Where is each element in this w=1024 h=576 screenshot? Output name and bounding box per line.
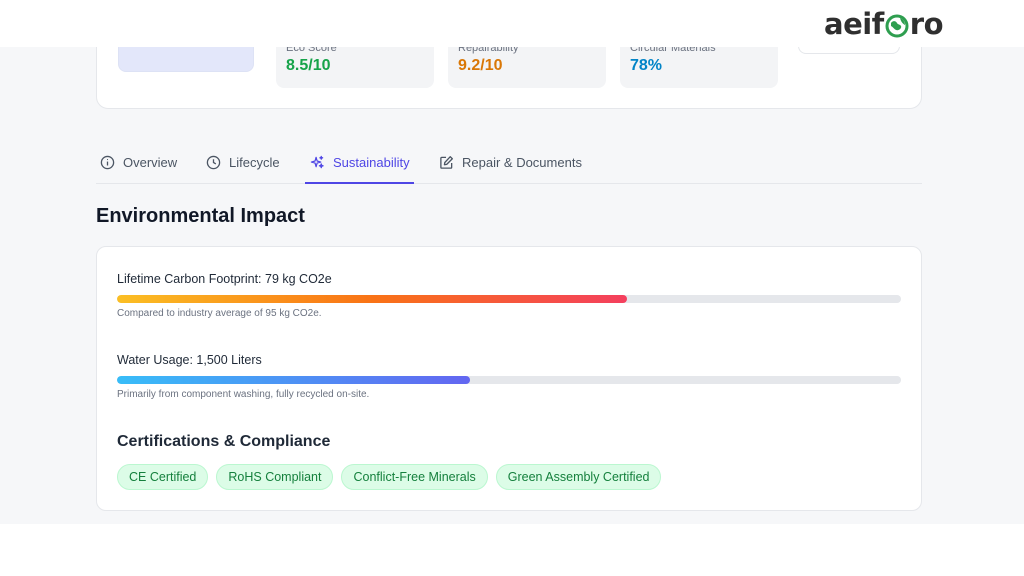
stat-value: 8.5/10 bbox=[286, 57, 331, 74]
tab-label: Sustainability bbox=[333, 154, 410, 170]
certifications-title: Certifications & Compliance bbox=[117, 433, 331, 450]
water-usage-label: Water Usage: 1,500 Liters bbox=[117, 353, 262, 367]
water-progress-track bbox=[117, 376, 901, 384]
tab-overview[interactable]: Overview bbox=[100, 140, 177, 184]
brand-logo[interactable]: aeif ro bbox=[824, 5, 944, 43]
certification-badges: CE Certified RoHS Compliant Conflict-Fre… bbox=[117, 464, 662, 490]
stat-value: 9.2/10 bbox=[458, 57, 503, 74]
environmental-impact-card: Lifetime Carbon Footprint: 79 kg CO2e Co… bbox=[96, 246, 922, 511]
badge-ce-certified: CE Certified bbox=[117, 464, 209, 490]
tab-repair-documents[interactable]: Repair & Documents bbox=[439, 140, 582, 184]
stat-repairability: Repairability 9.2/10 bbox=[448, 40, 606, 88]
section-title: Environmental Impact bbox=[96, 205, 305, 227]
badge-green-assembly-certified: Green Assembly Certified bbox=[495, 464, 662, 490]
water-progress-fill bbox=[117, 376, 470, 384]
clock-icon bbox=[206, 155, 221, 169]
tab-sustainability[interactable]: Sustainability bbox=[310, 140, 410, 184]
badge-conflict-free-minerals: Conflict-Free Minerals bbox=[341, 464, 488, 490]
logo-text-start: aeif bbox=[824, 7, 884, 41]
tab-bar: Overview Lifecycle Sustainability Repair… bbox=[96, 140, 922, 184]
carbon-footprint-note: Compared to industry average of 95 kg CO… bbox=[117, 308, 322, 319]
carbon-progress-fill bbox=[117, 295, 627, 303]
tab-label: Overview bbox=[123, 154, 178, 170]
stat-circular-materials: Circular Materials 78% bbox=[620, 40, 778, 88]
logo-text-end: ro bbox=[909, 7, 944, 41]
tab-lifecycle[interactable]: Lifecycle bbox=[206, 140, 280, 184]
tab-label: Lifecycle bbox=[229, 154, 280, 170]
stat-eco-score: Eco Score 8.5/10 bbox=[276, 40, 434, 88]
globe-icon bbox=[885, 11, 909, 38]
edit-icon bbox=[440, 155, 453, 169]
page-background: Eco Score 8.5/10 Repairability 9.2/10 Ci… bbox=[96, 30, 922, 511]
info-icon bbox=[100, 155, 115, 169]
sparkles-icon bbox=[310, 155, 324, 168]
active-tab-indicator bbox=[305, 182, 414, 184]
water-usage-note: Primarily from component washing, fully … bbox=[117, 389, 370, 400]
carbon-footprint-label: Lifetime Carbon Footprint: 79 kg CO2e bbox=[117, 272, 332, 286]
carbon-progress-track bbox=[117, 295, 901, 303]
top-header: aeif ro bbox=[0, 0, 1024, 47]
stat-value: 78% bbox=[630, 57, 663, 74]
badge-rohs-compliant: RoHS Compliant bbox=[216, 464, 334, 490]
tab-label: Repair & Documents bbox=[462, 154, 582, 170]
